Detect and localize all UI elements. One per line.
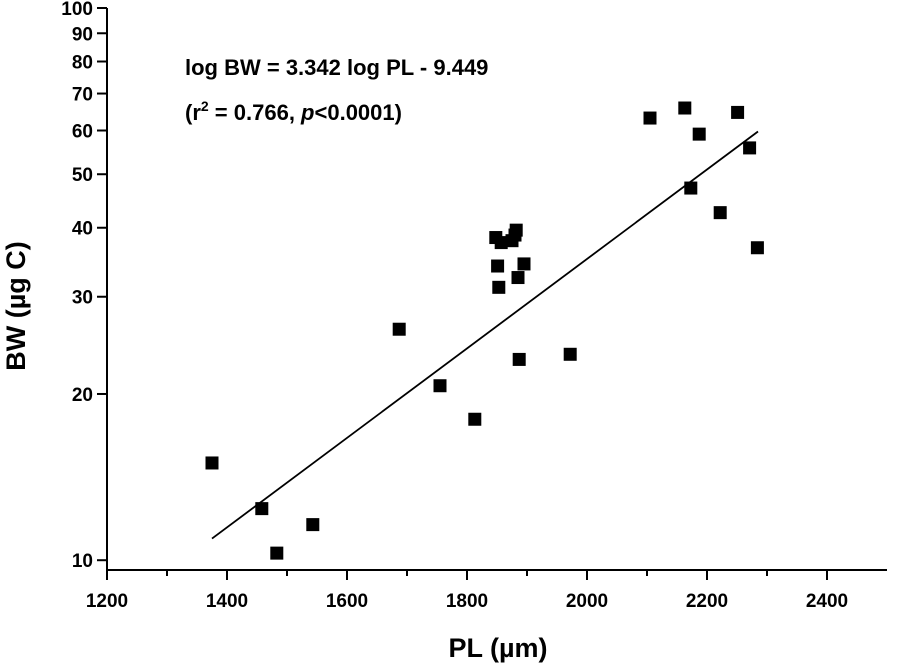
data-point	[306, 518, 320, 532]
x-tick-label: 2200	[686, 591, 728, 612]
data-point	[509, 223, 523, 237]
ticks: 1200 1400 1600 1800 2000 2200 2400 10 20 30 40 50 60…	[61, 0, 848, 612]
data-points	[205, 101, 764, 560]
regression-line	[211, 130, 759, 540]
y-tick-label: 90	[72, 24, 93, 45]
data-point	[743, 141, 757, 155]
data-point	[678, 101, 692, 115]
data-point	[392, 322, 406, 336]
y-tick-label: 50	[72, 165, 93, 186]
y-tick-label: 20	[72, 385, 93, 406]
y-tick-label: 80	[72, 53, 93, 74]
data-point	[731, 105, 745, 119]
y-tick-label: 40	[72, 219, 93, 240]
x-axis-title: PL (µm)	[448, 633, 547, 663]
axes	[106, 8, 887, 571]
data-point	[713, 206, 727, 220]
y-axis-title: BW (µg C)	[1, 241, 31, 371]
x-tick-label: 1400	[206, 591, 248, 612]
equation-line-1: log BW = 3.342 log PL - 9.449	[185, 55, 488, 80]
x-tick-label: 1800	[446, 591, 488, 612]
data-point	[512, 352, 526, 366]
data-point	[692, 127, 706, 141]
y-tick-label: 60	[72, 122, 93, 143]
data-point	[492, 280, 506, 294]
data-point	[433, 379, 447, 393]
data-point	[270, 546, 284, 560]
x-tick-label: 1600	[326, 591, 368, 612]
x-tick-label: 2400	[806, 591, 848, 612]
y-tick-label: 100	[61, 0, 93, 20]
data-point	[517, 257, 531, 271]
y-tick-label: 70	[72, 85, 93, 106]
x-tick-label: 1200	[86, 591, 128, 612]
y-tick-label: 30	[72, 288, 93, 309]
x-tick-label: 2000	[566, 591, 608, 612]
data-point	[255, 502, 269, 516]
data-point	[494, 236, 508, 250]
data-point	[205, 456, 219, 470]
regression-line-group	[211, 130, 759, 540]
data-point	[563, 347, 577, 361]
data-point	[511, 271, 525, 285]
equation-line-2: (r2 = 0.766, p<0.0001)	[185, 98, 402, 125]
y-tick-label: 10	[72, 551, 93, 572]
data-point	[468, 412, 482, 426]
data-point	[491, 259, 505, 273]
data-point	[750, 241, 764, 255]
data-point	[643, 111, 657, 125]
data-point	[684, 181, 698, 195]
